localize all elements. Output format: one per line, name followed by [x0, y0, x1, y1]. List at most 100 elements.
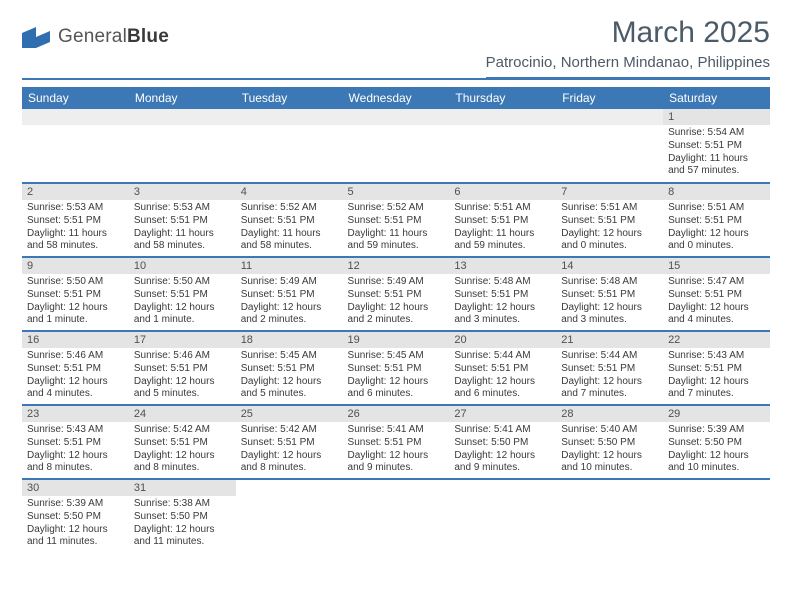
day-details: Sunrise: 5:48 AM Sunset: 5:51 PM Dayligh… — [449, 274, 556, 329]
calendar-day-cell: 14Sunrise: 5:48 AM Sunset: 5:51 PM Dayli… — [556, 257, 663, 331]
day-number: 8 — [663, 184, 770, 200]
day-details: Sunrise: 5:53 AM Sunset: 5:51 PM Dayligh… — [129, 200, 236, 255]
weekday-header: Friday — [556, 87, 663, 109]
calendar-day-cell: 5Sunrise: 5:52 AM Sunset: 5:51 PM Daylig… — [343, 183, 450, 257]
logo-text-b: Blue — [127, 26, 169, 47]
day-number: 29 — [663, 406, 770, 422]
calendar-body: ......1Sunrise: 5:54 AM Sunset: 5:51 PM … — [22, 109, 770, 553]
calendar-day-cell — [343, 479, 450, 553]
logo-text-a: General — [58, 26, 127, 47]
day-details: Sunrise: 5:44 AM Sunset: 5:51 PM Dayligh… — [556, 348, 663, 403]
day-details: Sunrise: 5:38 AM Sunset: 5:50 PM Dayligh… — [129, 496, 236, 551]
calendar-day-cell: 11Sunrise: 5:49 AM Sunset: 5:51 PM Dayli… — [236, 257, 343, 331]
day-details: Sunrise: 5:51 AM Sunset: 5:51 PM Dayligh… — [663, 200, 770, 255]
day-number: 3 — [129, 184, 236, 200]
day-details: Sunrise: 5:41 AM Sunset: 5:51 PM Dayligh… — [343, 422, 450, 477]
day-number: 13 — [449, 258, 556, 274]
day-details: Sunrise: 5:52 AM Sunset: 5:51 PM Dayligh… — [343, 200, 450, 255]
day-details: Sunrise: 5:49 AM Sunset: 5:51 PM Dayligh… — [343, 274, 450, 329]
day-number: 31 — [129, 480, 236, 496]
day-details: Sunrise: 5:51 AM Sunset: 5:51 PM Dayligh… — [556, 200, 663, 255]
calendar-day-cell: 13Sunrise: 5:48 AM Sunset: 5:51 PM Dayli… — [449, 257, 556, 331]
calendar-day-cell: 31Sunrise: 5:38 AM Sunset: 5:50 PM Dayli… — [129, 479, 236, 553]
calendar-day-cell: . — [22, 109, 129, 183]
calendar-day-cell: 29Sunrise: 5:39 AM Sunset: 5:50 PM Dayli… — [663, 405, 770, 479]
weekday-header: Wednesday — [343, 87, 450, 109]
calendar-day-cell — [236, 479, 343, 553]
day-number: 14 — [556, 258, 663, 274]
calendar-day-cell: 16Sunrise: 5:46 AM Sunset: 5:51 PM Dayli… — [22, 331, 129, 405]
day-number: 7 — [556, 184, 663, 200]
day-details: Sunrise: 5:44 AM Sunset: 5:51 PM Dayligh… — [449, 348, 556, 403]
calendar-week-row: 30Sunrise: 5:39 AM Sunset: 5:50 PM Dayli… — [22, 479, 770, 553]
day-details: Sunrise: 5:51 AM Sunset: 5:51 PM Dayligh… — [449, 200, 556, 255]
weekday-header: Thursday — [449, 87, 556, 109]
day-number: 19 — [343, 332, 450, 348]
calendar-day-cell: 18Sunrise: 5:45 AM Sunset: 5:51 PM Dayli… — [236, 331, 343, 405]
title-block: March 2025 Patrocinio, Northern Mindanao… — [486, 16, 770, 79]
day-details: Sunrise: 5:39 AM Sunset: 5:50 PM Dayligh… — [663, 422, 770, 477]
calendar-day-cell: 28Sunrise: 5:40 AM Sunset: 5:50 PM Dayli… — [556, 405, 663, 479]
header: GeneralBlue March 2025 Patrocinio, North… — [22, 16, 770, 79]
calendar-day-cell: . — [236, 109, 343, 183]
calendar-day-cell: 4Sunrise: 5:52 AM Sunset: 5:51 PM Daylig… — [236, 183, 343, 257]
day-number: . — [343, 109, 450, 125]
day-number: 30 — [22, 480, 129, 496]
day-number: 5 — [343, 184, 450, 200]
day-number: . — [236, 109, 343, 125]
day-number: 15 — [663, 258, 770, 274]
calendar-week-row: 9Sunrise: 5:50 AM Sunset: 5:51 PM Daylig… — [22, 257, 770, 331]
logo-text: GeneralBlue — [58, 26, 169, 48]
calendar-day-cell — [449, 479, 556, 553]
calendar-day-cell: 24Sunrise: 5:42 AM Sunset: 5:51 PM Dayli… — [129, 405, 236, 479]
calendar-day-cell: 2Sunrise: 5:53 AM Sunset: 5:51 PM Daylig… — [22, 183, 129, 257]
calendar-day-cell: 22Sunrise: 5:43 AM Sunset: 5:51 PM Dayli… — [663, 331, 770, 405]
calendar-week-row: 2Sunrise: 5:53 AM Sunset: 5:51 PM Daylig… — [22, 183, 770, 257]
day-number: 4 — [236, 184, 343, 200]
day-number: 24 — [129, 406, 236, 422]
day-details: Sunrise: 5:45 AM Sunset: 5:51 PM Dayligh… — [236, 348, 343, 403]
day-details: Sunrise: 5:41 AM Sunset: 5:50 PM Dayligh… — [449, 422, 556, 477]
calendar-day-cell: 30Sunrise: 5:39 AM Sunset: 5:50 PM Dayli… — [22, 479, 129, 553]
day-number: . — [556, 109, 663, 125]
day-number: 22 — [663, 332, 770, 348]
calendar-week-row: 23Sunrise: 5:43 AM Sunset: 5:51 PM Dayli… — [22, 405, 770, 479]
calendar-day-cell: . — [449, 109, 556, 183]
day-details: Sunrise: 5:46 AM Sunset: 5:51 PM Dayligh… — [129, 348, 236, 403]
day-details: Sunrise: 5:52 AM Sunset: 5:51 PM Dayligh… — [236, 200, 343, 255]
calendar-day-cell: 25Sunrise: 5:42 AM Sunset: 5:51 PM Dayli… — [236, 405, 343, 479]
day-number: 21 — [556, 332, 663, 348]
day-number: 20 — [449, 332, 556, 348]
calendar-day-cell: 12Sunrise: 5:49 AM Sunset: 5:51 PM Dayli… — [343, 257, 450, 331]
calendar-week-row: 16Sunrise: 5:46 AM Sunset: 5:51 PM Dayli… — [22, 331, 770, 405]
day-details: Sunrise: 5:48 AM Sunset: 5:51 PM Dayligh… — [556, 274, 663, 329]
calendar-day-cell — [556, 479, 663, 553]
day-details: Sunrise: 5:50 AM Sunset: 5:51 PM Dayligh… — [129, 274, 236, 329]
calendar-day-cell: 27Sunrise: 5:41 AM Sunset: 5:50 PM Dayli… — [449, 405, 556, 479]
calendar-day-cell: 20Sunrise: 5:44 AM Sunset: 5:51 PM Dayli… — [449, 331, 556, 405]
day-details: Sunrise: 5:45 AM Sunset: 5:51 PM Dayligh… — [343, 348, 450, 403]
calendar-day-cell: 23Sunrise: 5:43 AM Sunset: 5:51 PM Dayli… — [22, 405, 129, 479]
day-number: 26 — [343, 406, 450, 422]
day-number: 1 — [663, 109, 770, 125]
day-number: . — [129, 109, 236, 125]
weekday-header: Sunday — [22, 87, 129, 109]
calendar-day-cell: 8Sunrise: 5:51 AM Sunset: 5:51 PM Daylig… — [663, 183, 770, 257]
calendar-table: Sunday Monday Tuesday Wednesday Thursday… — [22, 87, 770, 553]
calendar-day-cell: 1Sunrise: 5:54 AM Sunset: 5:51 PM Daylig… — [663, 109, 770, 183]
day-number: 10 — [129, 258, 236, 274]
logo: GeneralBlue — [22, 26, 169, 48]
logo-flag-icon — [22, 26, 52, 48]
day-number: 28 — [556, 406, 663, 422]
day-number: 25 — [236, 406, 343, 422]
day-details: Sunrise: 5:43 AM Sunset: 5:51 PM Dayligh… — [663, 348, 770, 403]
day-details: Sunrise: 5:43 AM Sunset: 5:51 PM Dayligh… — [22, 422, 129, 477]
day-details: Sunrise: 5:42 AM Sunset: 5:51 PM Dayligh… — [236, 422, 343, 477]
header-rule — [22, 78, 770, 80]
calendar-day-cell: . — [129, 109, 236, 183]
location-subtitle: Patrocinio, Northern Mindanao, Philippin… — [486, 54, 770, 79]
weekday-header: Saturday — [663, 87, 770, 109]
page-title: March 2025 — [486, 16, 770, 50]
day-number: 9 — [22, 258, 129, 274]
calendar-day-cell: 19Sunrise: 5:45 AM Sunset: 5:51 PM Dayli… — [343, 331, 450, 405]
